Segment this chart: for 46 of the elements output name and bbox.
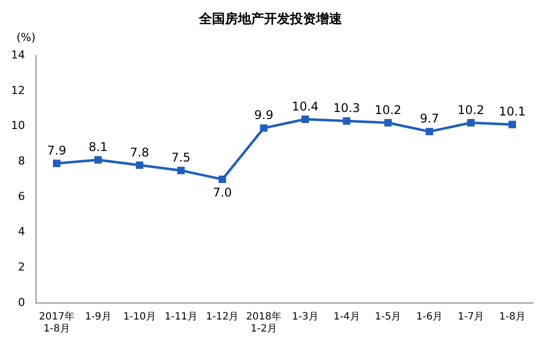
y-tick-label: 0 (18, 296, 25, 309)
data-label: 10.2 (458, 102, 484, 117)
x-tick-label: 2017年 1-8月 (38, 310, 74, 335)
data-label: 7.9 (47, 144, 66, 158)
y-tick-label: 14 (10, 48, 25, 62)
point (508, 120, 516, 128)
point (136, 161, 144, 169)
data-label: 10.2 (374, 102, 402, 117)
data-label: 8.1 (88, 140, 108, 154)
y-tick-label: 2 (18, 260, 25, 274)
point (301, 115, 309, 123)
data-label: 9.7 (420, 112, 440, 126)
x-tick-label: 1-7月 (458, 312, 484, 323)
chart-title: 全国房地产开发投资增速 (198, 11, 343, 28)
x-tick-label: 1-5月 (374, 312, 402, 323)
x-tick-label: 1-3月 (292, 312, 318, 323)
data-label: 10.3 (333, 101, 360, 116)
x-tick-label: 1-8月 (499, 312, 526, 323)
point (218, 176, 226, 184)
data-label: 7.5 (171, 150, 191, 165)
y-tick-label: 8 (18, 154, 25, 168)
x-tick-label: 1-10月 (123, 312, 156, 323)
data-label: 10.1 (498, 104, 526, 119)
point (342, 117, 350, 125)
x-tick-label: 1-9月 (84, 312, 112, 323)
y-tick-label: 6 (18, 190, 25, 203)
x-tick-label: 1-6月 (416, 312, 443, 323)
point (384, 119, 392, 126)
x-tick-label: 1-12月 (206, 312, 239, 323)
x-tick-label: 1-11月 (164, 312, 198, 323)
data-label: 9.9 (254, 108, 274, 122)
y-tick-label: 12 (10, 84, 25, 97)
x-tick-label: 2018年 1-2月 (246, 310, 282, 335)
data-label: 7.8 (130, 145, 150, 160)
y-tick-label: 4 (18, 225, 25, 238)
y-axis-title: (%) (16, 30, 36, 44)
point (94, 156, 102, 164)
data-label: 10.4 (292, 99, 319, 114)
point (467, 119, 475, 126)
x-tick-label: 1-4月 (333, 312, 360, 323)
point (52, 160, 60, 168)
point (260, 124, 268, 132)
point (177, 166, 185, 174)
point (426, 128, 434, 136)
y-tick-label: 10 (10, 119, 25, 132)
data-label: 7.0 (212, 185, 232, 200)
